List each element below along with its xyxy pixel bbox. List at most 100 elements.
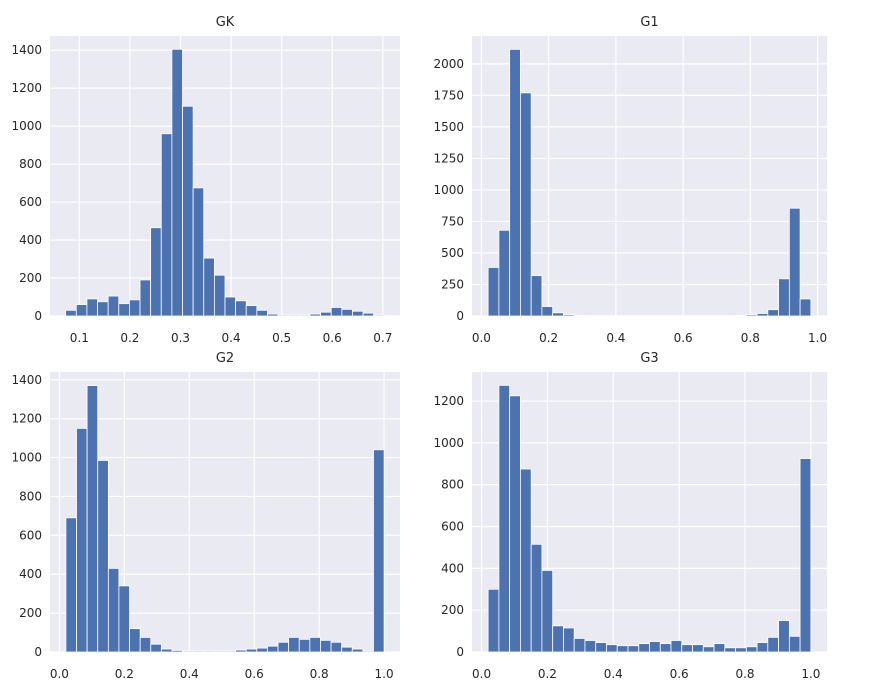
histogram-bar: [530, 275, 543, 317]
panel-g3: 0 200 400 600 800 1000 1200 0.0 0.2 0.4 0.6 0.8 1.0 G…: [433, 351, 827, 681]
histogram-bar: [298, 314, 311, 317]
x-tick-label: 0.0: [50, 667, 69, 681]
x-tick-label: 0.2: [120, 331, 139, 345]
y-tick-label: 750: [441, 214, 464, 228]
histogram-bar: [778, 278, 790, 317]
histogram-bar: [341, 646, 353, 653]
y-tick-label: 2000: [433, 57, 464, 71]
histogram-bar: [298, 638, 311, 653]
histogram-bar: [373, 449, 385, 653]
x-tick-label: 0.8: [741, 331, 760, 345]
y-tick-label: 0: [34, 645, 42, 659]
x-tick-label: 0.4: [604, 667, 623, 681]
histogram-bar: [213, 650, 226, 653]
histogram-bar: [235, 300, 247, 317]
x-tick-label: 1.0: [375, 667, 394, 681]
histogram-bar: [160, 648, 173, 653]
histogram-bar: [530, 543, 543, 653]
y-tick-label: 200: [19, 606, 42, 620]
histogram-bar: [670, 640, 683, 653]
histogram-bar: [224, 296, 237, 317]
y-tick-label: 1400: [11, 43, 42, 57]
histogram-bar: [150, 643, 162, 653]
x-tick-label: 0.4: [606, 331, 625, 345]
histogram-bar: [563, 314, 575, 317]
histogram-bar: [235, 649, 247, 653]
y-tick-label: 1200: [11, 412, 42, 426]
histogram-bar: [541, 306, 554, 317]
histogram-bar: [552, 312, 564, 317]
histogram-bar: [245, 305, 258, 317]
x-tick-label: 0.0: [472, 331, 491, 345]
y-tick-label: 250: [441, 277, 464, 291]
histogram-bar: [182, 105, 194, 317]
x-tick-label: 0.8: [735, 667, 754, 681]
histogram-bar: [351, 648, 364, 653]
y-tick-label: 1400: [11, 373, 42, 387]
histogram-bar: [129, 628, 141, 653]
histogram-bar: [192, 650, 205, 653]
y-tick-label: 800: [441, 478, 464, 492]
histogram-bar: [498, 384, 511, 653]
x-tick-label: 1.0: [801, 667, 820, 681]
histogram-bar: [139, 637, 152, 653]
histogram-bar: [118, 303, 130, 317]
histogram-bar: [735, 647, 747, 653]
histogram-bar: [745, 646, 758, 653]
histogram-bar: [97, 460, 109, 653]
histogram-bar: [320, 311, 332, 317]
histogram-bar: [330, 641, 343, 653]
histogram-bar: [362, 312, 375, 317]
histogram-bar: [767, 309, 779, 317]
histogram-bar: [192, 187, 205, 317]
histogram-bar: [756, 313, 769, 317]
x-tick-label: 0.2: [115, 667, 134, 681]
histogram-bar: [638, 643, 650, 653]
histogram-bar: [65, 309, 77, 317]
histogram-bar: [320, 639, 332, 653]
x-tick-label: 0.8: [310, 667, 329, 681]
histogram-bar: [552, 625, 564, 653]
x-tick-label: 1.0: [808, 331, 827, 345]
histogram-bar: [713, 643, 726, 653]
x-tick-label: 0.6: [245, 667, 264, 681]
histogram-bar: [330, 307, 343, 317]
histogram-bar: [213, 274, 226, 317]
panel-title: G2: [216, 351, 234, 366]
histogram-bar: [182, 650, 194, 653]
panel-title: G3: [640, 351, 658, 366]
histogram-bar: [799, 458, 812, 653]
histogram-bar: [649, 641, 661, 653]
histogram-bar: [129, 299, 141, 317]
panel-title: GK: [216, 15, 235, 30]
histogram-bar: [509, 395, 521, 653]
y-tick-label: 1250: [433, 151, 464, 165]
y-tick-label: 1000: [11, 119, 42, 133]
y-tick-label: 1750: [433, 88, 464, 102]
histogram-bar: [745, 314, 758, 317]
histogram-bar: [224, 650, 237, 653]
x-tick-label: 0.3: [171, 331, 190, 345]
x-tick-label: 0.7: [373, 331, 392, 345]
histogram-bar: [86, 298, 98, 317]
panel-title: G1: [640, 15, 658, 30]
y-tick-label: 800: [19, 157, 42, 171]
y-tick-label: 600: [19, 195, 42, 209]
x-tick-label: 0.4: [180, 667, 199, 681]
histogram-bar: [373, 314, 385, 317]
histogram-bar: [520, 468, 532, 653]
y-tick-label: 800: [19, 489, 42, 503]
histogram-bar: [573, 314, 586, 317]
y-tick-label: 0: [456, 645, 464, 659]
histogram-bar: [309, 313, 321, 317]
x-tick-label: 0.6: [323, 331, 342, 345]
histogram-bar: [563, 627, 575, 653]
histogram-bar: [487, 588, 500, 653]
panel-g1: 0 250 500 750 1000 1250 1500 1750 2000 0.0 0.2 0.4 0…: [433, 15, 827, 345]
histogram-bar: [799, 298, 812, 317]
histogram-bar: [118, 585, 130, 653]
histogram-bar: [288, 314, 300, 317]
histogram-bar: [520, 92, 532, 317]
histogram-bar: [573, 638, 586, 653]
